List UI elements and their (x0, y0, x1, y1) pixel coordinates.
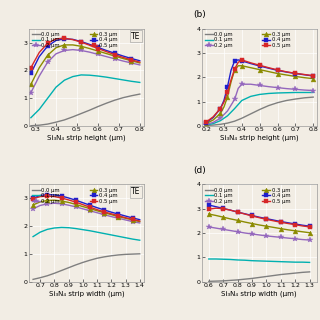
Text: TE: TE (131, 187, 140, 196)
Legend: 0.3 μm, 0.4 μm, 0.5 μm: 0.3 μm, 0.4 μm, 0.5 μm (89, 31, 118, 49)
Text: TE: TE (131, 32, 140, 41)
Text: (b): (b) (193, 10, 206, 19)
Legend: 0.3 μm, 0.4 μm, 0.5 μm: 0.3 μm, 0.4 μm, 0.5 μm (89, 187, 118, 204)
Text: (d): (d) (193, 166, 206, 175)
X-axis label: Si₃N₄ strip width (μm): Si₃N₄ strip width (μm) (221, 290, 297, 297)
X-axis label: Si₃N₄ strip width (μm): Si₃N₄ strip width (μm) (49, 290, 124, 297)
X-axis label: Si₃N₄ strip height (μm): Si₃N₄ strip height (μm) (47, 134, 126, 141)
X-axis label: Si₃N₄ strip height (μm): Si₃N₄ strip height (μm) (220, 134, 299, 141)
Legend: 0.3 μm, 0.4 μm, 0.5 μm: 0.3 μm, 0.4 μm, 0.5 μm (262, 31, 291, 49)
Legend: 0.3 μm, 0.4 μm, 0.5 μm: 0.3 μm, 0.4 μm, 0.5 μm (262, 187, 291, 204)
